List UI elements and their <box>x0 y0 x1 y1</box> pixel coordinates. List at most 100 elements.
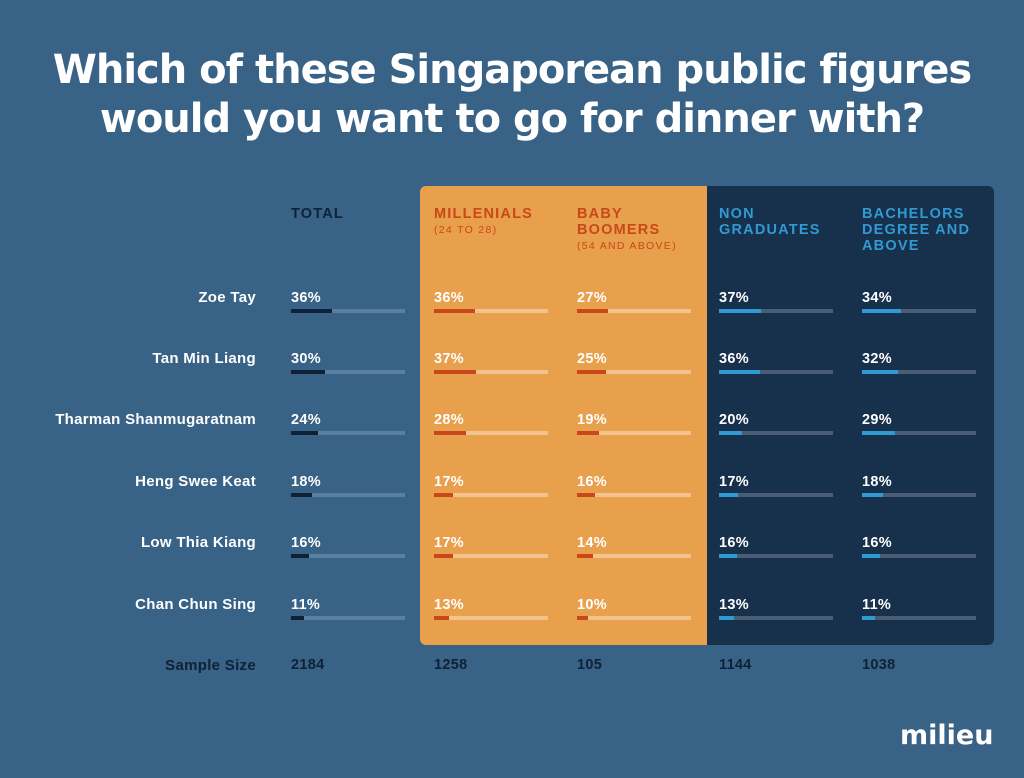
bar-track <box>577 309 691 313</box>
value-label: 17% <box>434 474 464 490</box>
value-label: 29% <box>862 412 892 428</box>
value-label: 37% <box>719 290 749 306</box>
bar-track <box>291 370 405 374</box>
bar-fill <box>719 554 737 558</box>
value-label: 36% <box>434 290 464 306</box>
bar-fill <box>291 493 312 497</box>
bar-track <box>577 493 691 497</box>
bar-track <box>862 554 976 558</box>
value-label: 16% <box>862 535 892 551</box>
bar-track <box>719 370 833 374</box>
column-header-bachelors: BACHELORS DEGREE AND ABOVE <box>862 206 990 254</box>
bar-track <box>434 309 548 313</box>
bar-fill <box>291 616 304 620</box>
education-panel <box>707 186 994 645</box>
bar-fill <box>434 309 475 313</box>
row-label: Chan Chun Sing <box>135 596 256 613</box>
bar-track <box>291 431 405 435</box>
bar-track <box>291 493 405 497</box>
bar-fill <box>862 554 880 558</box>
column-header-label: MILLENIALS <box>434 206 533 222</box>
value-label: 16% <box>291 535 321 551</box>
bar-track <box>577 616 691 620</box>
bar-fill <box>862 493 883 497</box>
value-label: 13% <box>434 597 464 613</box>
bar-track <box>862 616 976 620</box>
row-label: Tan Min Liang <box>152 350 256 367</box>
milieu-logo: milieu <box>900 720 994 751</box>
chart-title: Which of these Singaporean public figure… <box>52 47 973 142</box>
value-label: 28% <box>434 412 464 428</box>
bar-track <box>577 431 691 435</box>
sample-size-value: 1144 <box>719 657 752 673</box>
bar-track <box>291 554 405 558</box>
value-label: 11% <box>291 597 321 613</box>
column-header-label: BABY BOOMERS <box>577 206 661 238</box>
bar-track <box>719 309 833 313</box>
row-label: Tharman Shanmugaratnam <box>55 411 256 428</box>
value-label: 18% <box>862 474 892 490</box>
sample-size-value: 2184 <box>291 657 325 673</box>
bar-track <box>434 554 548 558</box>
bar-track <box>719 554 833 558</box>
value-label: 17% <box>434 535 464 551</box>
bar-fill <box>719 616 734 620</box>
value-label: 20% <box>719 412 749 428</box>
bar-track <box>862 309 976 313</box>
bar-fill <box>862 431 895 435</box>
bar-track <box>577 370 691 374</box>
sample-size-value: 1038 <box>862 657 896 673</box>
bar-track <box>291 309 405 313</box>
bar-fill <box>577 493 595 497</box>
bar-fill <box>434 493 453 497</box>
value-label: 32% <box>862 351 892 367</box>
value-label: 13% <box>719 597 749 613</box>
bar-track <box>719 616 833 620</box>
bar-fill <box>434 554 453 558</box>
value-label: 27% <box>577 290 607 306</box>
value-label: 24% <box>291 412 321 428</box>
sample-size-value: 105 <box>577 657 603 673</box>
bar-track <box>862 493 976 497</box>
bar-fill <box>577 554 593 558</box>
bar-track <box>862 370 976 374</box>
value-label: 18% <box>291 474 321 490</box>
value-label: 19% <box>577 412 607 428</box>
bar-fill <box>577 309 608 313</box>
bar-fill <box>719 370 760 374</box>
bar-track <box>862 431 976 435</box>
value-label: 16% <box>719 535 749 551</box>
row-label: Low Thia Kiang <box>140 534 256 551</box>
value-label: 25% <box>577 351 607 367</box>
value-label: 17% <box>719 474 749 490</box>
value-label: 11% <box>862 597 892 613</box>
bar-track <box>291 616 405 620</box>
bar-fill <box>291 554 309 558</box>
sample-size-value: 1258 <box>434 657 468 673</box>
bar-fill <box>434 431 466 435</box>
row-label: Heng Swee Keat <box>135 473 256 490</box>
bar-fill <box>434 616 449 620</box>
bar-fill <box>291 309 332 313</box>
value-label: 34% <box>862 290 892 306</box>
bar-track <box>434 493 548 497</box>
column-header-total: TOTAL <box>291 206 421 222</box>
column-header-millenials: MILLENIALS (24 TO 28) <box>434 206 564 237</box>
bar-fill <box>862 616 875 620</box>
value-label: 10% <box>577 597 607 613</box>
bar-fill <box>719 309 761 313</box>
bar-fill <box>719 493 738 497</box>
bar-track <box>434 370 548 374</box>
bar-fill <box>577 370 606 374</box>
bar-fill <box>291 370 325 374</box>
column-header-label: NON GRADUATES <box>719 206 821 238</box>
bar-track <box>719 493 833 497</box>
bar-fill <box>577 616 588 620</box>
value-label: 30% <box>291 351 321 367</box>
value-label: 36% <box>719 351 749 367</box>
bar-fill <box>719 431 742 435</box>
bar-fill <box>862 309 901 313</box>
bar-fill <box>291 431 318 435</box>
bar-fill <box>577 431 599 435</box>
sample-size-label: Sample Size <box>165 657 256 674</box>
